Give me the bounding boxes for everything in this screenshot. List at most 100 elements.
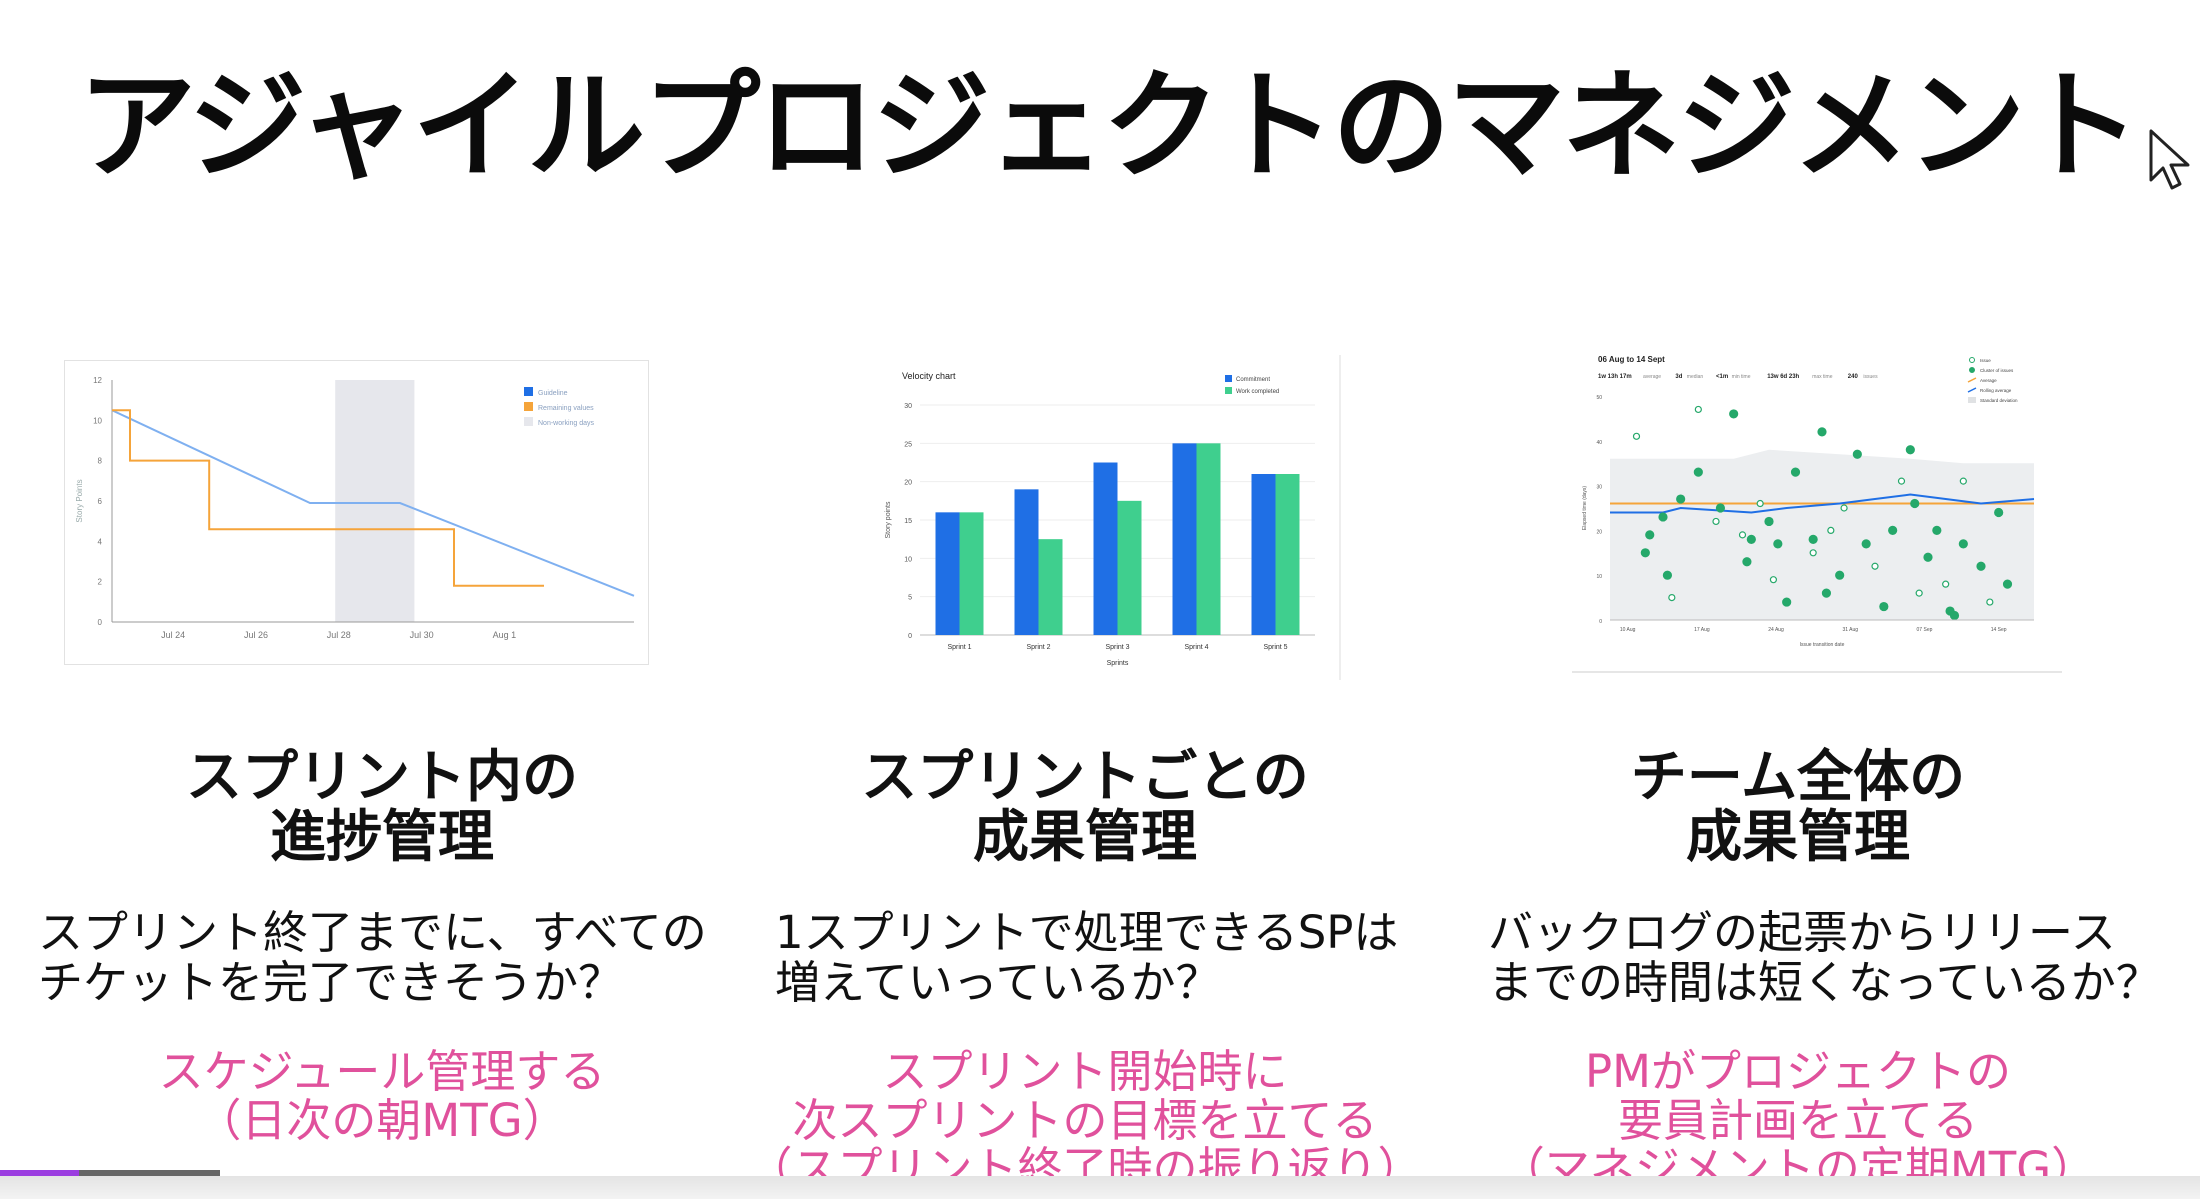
- data-point: [1852, 449, 1862, 459]
- y-axis-label: Story points: [885, 501, 892, 538]
- data-point: [1764, 516, 1774, 527]
- legend-label: Non-working days: [538, 420, 595, 427]
- data-point: [1773, 539, 1783, 549]
- data-point: [1905, 445, 1915, 455]
- data-point: [1817, 427, 1827, 437]
- column-1-action: スケジュール管理する （日次の朝MTG）: [32, 1047, 732, 1147]
- video-progress-fill: [0, 1170, 80, 1176]
- data-point: [1746, 534, 1756, 544]
- data-point: [1861, 539, 1871, 549]
- data-point: [1694, 405, 1702, 414]
- data-point: [1942, 580, 1950, 588]
- stat-label: average: [1643, 374, 1661, 380]
- stat-label: issues: [1863, 374, 1878, 380]
- x-tick-label: Jul 28: [327, 630, 351, 640]
- data-point: [1769, 576, 1778, 584]
- column-1-heading-line-2: 進捗管理: [270, 805, 494, 871]
- data-point: [1668, 594, 1676, 602]
- y-tick-label: 8: [98, 457, 103, 466]
- y-tick-label: 2: [98, 578, 103, 587]
- control-chart: 06 Aug to 14 Sept 1w 13h 17m average 3d medi…: [1572, 348, 2062, 678]
- y-tick-label: 30: [904, 403, 912, 410]
- bar-completed: [1196, 443, 1221, 635]
- y-tick-label: 20: [1596, 529, 1602, 535]
- data-point: [1959, 477, 1967, 485]
- data-point: [1923, 552, 1933, 562]
- column-2-action-line-1: スプリント開始時に: [882, 1045, 1288, 1098]
- legend-label: Guideline: [538, 390, 568, 397]
- column-1-question-line-2: チケットを完了できそうか？: [38, 956, 624, 1010]
- y-tick-label: 10: [93, 416, 102, 425]
- data-point: [1715, 503, 1726, 513]
- x-tick-label: Jul 24: [161, 630, 185, 640]
- velocity-chart: Velocity chart 0 5 10 15 20 25 30 Story points Sp…: [870, 355, 1345, 680]
- x-axis-label: Issue transition date: [1800, 642, 1845, 648]
- data-point: [1782, 597, 1792, 607]
- data-point: [1693, 467, 1703, 477]
- x-tick-label: Sprint 3: [1105, 644, 1129, 651]
- series-line-1: [111, 409, 635, 597]
- y-tick-label: 40: [1596, 440, 1602, 446]
- column-3-action: PMがプロジェクトの 要員計画を立てる （マネジメントの定期MTG）: [1448, 1045, 2148, 1194]
- burndown-chart-svg: 0 2 4 6 8 10 12 Jul 24 Jul 26 Jul 28 Jul 30 Aug 1 St…: [64, 360, 649, 665]
- x-tick-label: Sprint 2: [1026, 644, 1050, 651]
- velocity-chart-svg: Velocity chart 0 5 10 15 20 25 30 Story points Sp…: [885, 355, 1341, 680]
- y-tick-label: 12: [93, 376, 102, 385]
- legend-label: Commitment: [1236, 377, 1270, 383]
- burndown-chart: 0 2 4 6 8 10 12 Jul 24 Jul 26 Jul 28 Jul 30 Aug 1 St…: [64, 360, 649, 665]
- stat-value: 240: [1848, 374, 1859, 380]
- legend-label: Issue: [1980, 358, 1991, 363]
- chart-title: Velocity chart: [902, 371, 956, 381]
- data-point: [2002, 579, 2013, 589]
- column-2-question-line-2: 増えていっているか？: [775, 956, 1221, 1010]
- data-point: [1888, 525, 1898, 535]
- data-point: [1910, 498, 1920, 509]
- bar-commitment: [1014, 489, 1039, 635]
- data-point: [1640, 548, 1650, 558]
- stat-label: max time: [1812, 374, 1833, 380]
- column-3-heading-line-2: 成果管理: [1686, 805, 1910, 871]
- x-tick-label: 10 Aug: [1620, 627, 1636, 633]
- legend-label: Standard deviation: [1980, 398, 2018, 403]
- column-3-heading-line-1: チーム全体の: [1630, 745, 1966, 810]
- legend-swatch: [1225, 375, 1232, 382]
- stat-value: <1m: [1716, 374, 1728, 380]
- column-1-heading-line-1: スプリント内の: [186, 745, 578, 810]
- column-3-action-line-2: 要員計画を立てる: [1617, 1093, 1978, 1147]
- x-tick-label: Aug 1: [493, 630, 517, 640]
- bar-commitment: [935, 512, 960, 635]
- bar-completed: [1038, 539, 1063, 635]
- data-point: [1658, 512, 1668, 522]
- y-axis-label: Story Points: [75, 479, 84, 522]
- data-point: [1712, 517, 1720, 526]
- column-3-question-line-2: までの時間は短くなっているか？: [1488, 956, 2161, 1010]
- data-point: [1738, 531, 1747, 539]
- column-1-action-line-2: （日次の朝MTG）: [196, 1093, 568, 1147]
- legend-label: Average: [1980, 378, 1997, 383]
- data-point: [1976, 561, 1986, 571]
- slide-title: アジャイルプロジェクトのマネジメント: [78, 57, 2140, 195]
- data-point: [1729, 409, 1739, 419]
- column-3-action-line-1: PMがプロジェクトの: [1585, 1045, 2011, 1098]
- x-tick-label: Sprint 1: [947, 644, 971, 651]
- chart-title: 06 Aug to 14 Sept: [1598, 355, 1665, 364]
- data-point: [1915, 589, 1923, 597]
- x-tick-label: 24 Aug: [1768, 627, 1784, 633]
- legend-swatch: [524, 417, 533, 426]
- bar-commitment: [1172, 443, 1197, 635]
- data-point: [1840, 504, 1848, 512]
- data-point: [1821, 588, 1832, 598]
- video-progress-bar[interactable]: [0, 1170, 220, 1176]
- legend-marker: [1967, 387, 1977, 393]
- column-1-question: スプリント終了までに、すべての チケットを完了できそうか？: [38, 907, 707, 1010]
- legend-label: Rolling average: [1980, 388, 2012, 393]
- y-tick-label: 20: [904, 480, 912, 487]
- data-point: [1742, 557, 1752, 567]
- data-point: [1645, 530, 1655, 540]
- data-point: [1808, 534, 1818, 544]
- legend-marker: [1968, 397, 1976, 403]
- data-point: [1986, 598, 1994, 606]
- bar-commitment: [1251, 474, 1276, 635]
- data-point: [1879, 601, 1889, 612]
- y-tick-label: 0: [1599, 619, 1602, 625]
